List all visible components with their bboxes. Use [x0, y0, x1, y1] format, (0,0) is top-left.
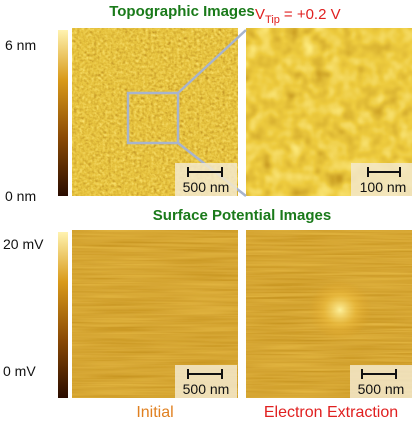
colorbar-max: 20 mV: [3, 236, 44, 252]
colorbar-min: 0 nm: [5, 188, 36, 204]
figure: Topographic Images VTip = +0.2 V 6 nm 0 n…: [0, 0, 416, 423]
section-title: Surface Potential Images: [153, 207, 331, 224]
colorbar-max: 6 nm: [5, 37, 36, 53]
scale-bar-label: 500 nm: [358, 381, 405, 397]
scale-bar-label: 500 nm: [183, 179, 230, 195]
colorbar: [58, 232, 68, 398]
scale-bar: 500 nm: [350, 365, 412, 398]
bias-subscript: Tip: [265, 14, 280, 26]
bias-symbol: V: [255, 6, 265, 23]
panel-label: Initial: [136, 404, 173, 421]
scale-bar: 500 nm: [175, 163, 237, 196]
scale-bar: 500 nm: [175, 365, 237, 398]
scale-bar: 100 nm: [351, 163, 412, 196]
colorbar: [58, 30, 68, 196]
bright-spot: [308, 280, 372, 340]
bias-label: VTip = +0.2 V: [255, 6, 341, 26]
scale-bar-label: 500 nm: [183, 381, 230, 397]
section-title: Topographic Images: [109, 3, 255, 20]
page: {"header": {"title": "Topographic Images…: [0, 0, 416, 423]
bias-value: = +0.2 V: [284, 6, 341, 23]
panel-label: Electron Extraction: [264, 404, 398, 421]
scale-bar-label: 100 nm: [360, 179, 407, 195]
colorbar-min: 0 mV: [3, 363, 36, 379]
